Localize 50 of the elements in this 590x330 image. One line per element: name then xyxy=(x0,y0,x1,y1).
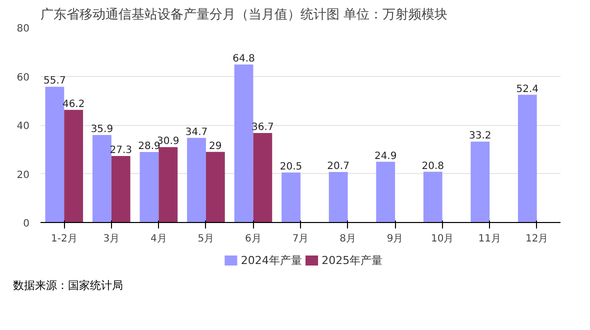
x-tick-label: 12月 xyxy=(526,234,548,244)
legend-label: 2024年产量 xyxy=(240,254,302,267)
bar xyxy=(470,142,490,222)
bar xyxy=(187,138,206,222)
bar xyxy=(158,147,178,222)
data-label: 29 xyxy=(209,140,222,152)
chart-title: 广东省移动通信基站设备产量分月（当月值）统计图 单位：万射频模块 xyxy=(40,8,448,22)
y-tick-label: 20 xyxy=(16,170,30,181)
y-tick-label: 0 xyxy=(23,218,30,230)
x-tick-label: 8月 xyxy=(340,234,356,244)
bar xyxy=(92,134,112,222)
bar xyxy=(140,152,159,222)
bar xyxy=(234,64,254,222)
x-tick-label: 1-2月 xyxy=(50,234,78,244)
x-tick-label: 6月 xyxy=(245,234,262,244)
data-label: 52.4 xyxy=(516,84,539,95)
data-label: 64.8 xyxy=(232,54,255,65)
bar xyxy=(206,152,225,222)
bar xyxy=(111,156,130,222)
bar xyxy=(328,172,348,222)
bar xyxy=(423,172,442,222)
data-label: 35.9 xyxy=(90,124,114,135)
source-note: 数据来源：国家统计局 xyxy=(13,278,123,294)
bar xyxy=(282,172,300,222)
y-tick-label: 40 xyxy=(16,121,30,132)
data-label: 34.7 xyxy=(185,126,208,138)
data-label: 20.7 xyxy=(327,161,350,172)
x-tick-label: 7月 xyxy=(292,234,309,244)
x-tick-label: 4月 xyxy=(150,234,167,244)
x-tick-label: 11月 xyxy=(478,234,501,244)
x-tick-label: 5月 xyxy=(198,234,214,244)
data-label: 55.7 xyxy=(44,76,66,87)
data-label: 33.2 xyxy=(469,130,492,142)
y-tick-label: 80 xyxy=(16,24,30,34)
x-tick-label: 10月 xyxy=(430,234,454,244)
data-label: 36.7 xyxy=(252,122,274,134)
bar xyxy=(518,94,537,222)
data-label: 24.9 xyxy=(374,150,397,162)
bar xyxy=(253,133,272,222)
x-tick-label: 9月 xyxy=(386,234,404,244)
legend-label: 2025年产量 xyxy=(322,254,383,267)
bar xyxy=(45,86,64,222)
x-tick-label: 3月 xyxy=(103,234,120,244)
data-label: 46.2 xyxy=(62,98,85,110)
bar xyxy=(64,110,84,222)
data-label: 20.5 xyxy=(280,162,302,173)
data-label: 27.3 xyxy=(110,144,132,156)
bar xyxy=(376,162,396,222)
data-label: 20.8 xyxy=(422,160,444,172)
y-tick-label: 60 xyxy=(16,72,30,84)
